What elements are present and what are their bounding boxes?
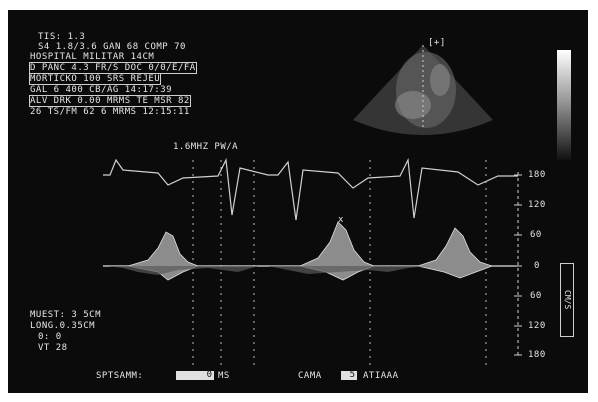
clock-line: 26 TS/FM 62 6 MRMS 12:15:11 xyxy=(30,107,190,117)
atiaaa-label: ATIAAA xyxy=(363,371,399,381)
tis-readout: TIS: 1.3 xyxy=(38,32,86,42)
hospital-name: HOSPITAL MILITAR 14CM xyxy=(30,52,155,62)
velocity-unit-box: CM/S xyxy=(560,263,574,337)
ultrasound-screen: TIS: 1.3 S4 1.8/3.6 GAN 68 COMP 70 HOSPI… xyxy=(8,10,588,393)
vt-readout: VT 28 xyxy=(38,343,68,353)
sweep-unit: MS xyxy=(218,371,230,381)
angle-readout: 0: 0 xyxy=(38,332,62,342)
scale-label: 0 xyxy=(534,261,540,271)
scale-label: 180 xyxy=(528,350,546,360)
sample-length: LONG.0.35CM xyxy=(30,321,96,331)
time-line: GAL 6 400 CB/AG 14:17:39 xyxy=(30,85,173,95)
measure-line: ALV DRK 0.00 MRMS TE MSR 82 xyxy=(29,95,191,107)
ecg-trace xyxy=(103,157,518,221)
doppler-graphics: x xyxy=(103,45,522,370)
scale-label: 60 xyxy=(530,291,542,301)
probe-marker: [+] xyxy=(428,38,446,48)
peak-marker-icon: x xyxy=(338,215,344,225)
patient-info-line: D PANC 4.3 FR/S DOC 0/0/E/FA xyxy=(29,62,197,74)
scale-label: 120 xyxy=(528,321,546,331)
settings-line: MORTICKO 100 SRS REJEU xyxy=(28,73,162,85)
gain-readout: S4 1.8/3.6 GAN 68 COMP 70 xyxy=(38,42,186,52)
cama-value-field[interactable]: 5 xyxy=(341,371,357,380)
scale-label: 120 xyxy=(528,200,546,210)
spectral-title: 1.6MHZ PW/A xyxy=(173,142,239,152)
grayscale-bar xyxy=(557,50,571,160)
scale-label: 60 xyxy=(530,230,542,240)
scale-label: 180 xyxy=(528,170,546,180)
doppler-wave-2 xyxy=(298,221,376,281)
sweep-value-field[interactable]: 0 xyxy=(176,371,214,380)
sweep-label: SPTSAMM: xyxy=(96,371,144,381)
sample-depth: MUEST: 3 5CM xyxy=(30,310,102,320)
doppler-wave-3 xyxy=(416,227,494,279)
cama-label: CAMA xyxy=(298,371,322,381)
